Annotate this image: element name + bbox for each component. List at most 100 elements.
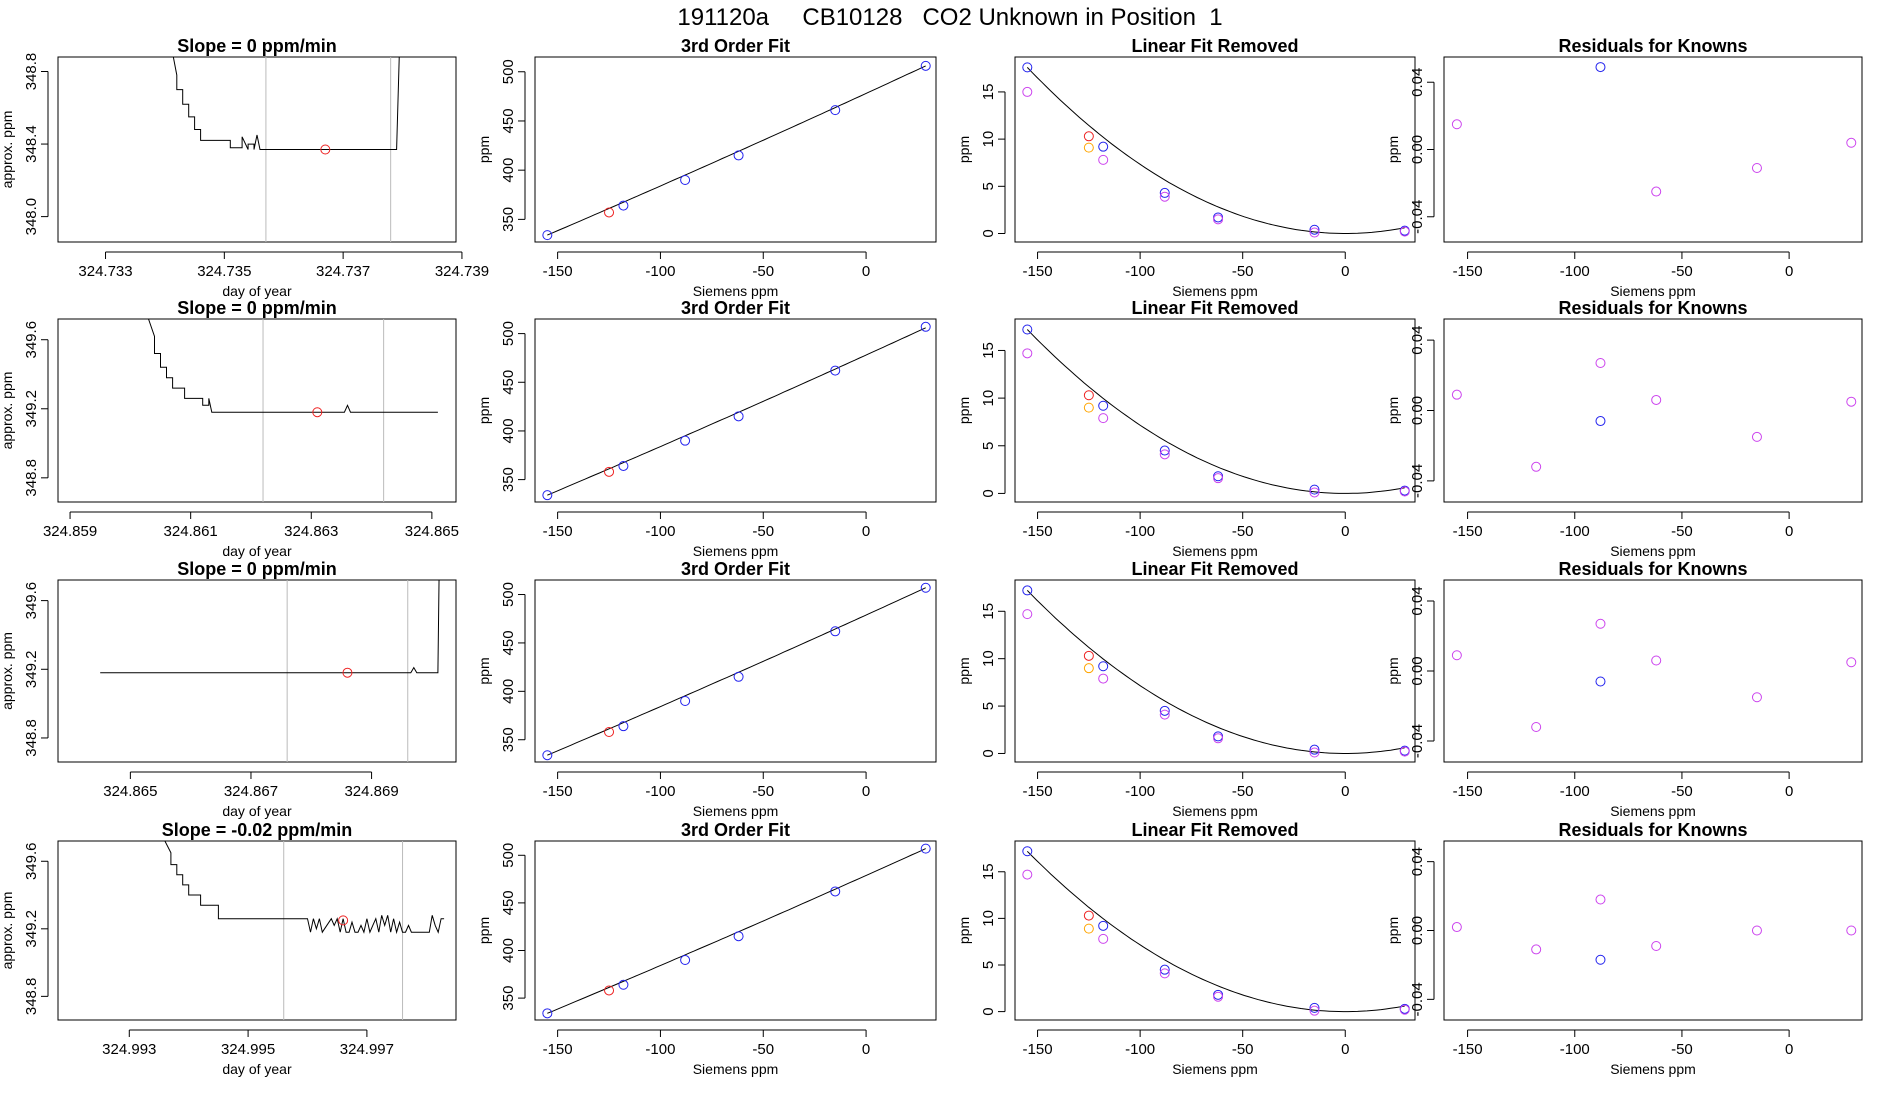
x-tick-label: 324.863 (284, 523, 338, 540)
y-tick-label: 348.8 (23, 719, 40, 757)
y-tick-label: 349.2 (23, 390, 40, 428)
y-tick-label: 0.00 (1409, 916, 1426, 945)
data-point (542, 750, 553, 761)
y-tick-label: -0.04 (1409, 982, 1426, 1016)
data-point (1595, 954, 1606, 965)
fit-curve (1026, 590, 1405, 754)
average-point (338, 915, 349, 926)
x-tick-label: -150 (543, 263, 573, 280)
data-point (1595, 894, 1606, 905)
y-tick-label: 10 (980, 131, 997, 148)
plot-area (172, 57, 400, 242)
data-point (1595, 357, 1606, 368)
series-line (164, 841, 445, 935)
x-axis-label: Siemens ppm (693, 543, 779, 559)
data-point (1595, 618, 1606, 629)
y-tick-label: 349.6 (23, 582, 40, 620)
data-point (1213, 212, 1224, 223)
plot-frame (1443, 579, 1863, 763)
x-tick-label: 0 (862, 783, 870, 800)
y-axis-label: ppm (1385, 397, 1401, 424)
y-axis-label: ppm (1385, 917, 1401, 944)
panel-r2c1: Slope = 0 ppm/min 324.859 324.861 324.863 32… (0, 298, 459, 559)
data-point (1309, 224, 1320, 235)
panel-title: Slope = 0 ppm/min (177, 36, 337, 56)
plot-area (1022, 585, 1410, 758)
panel-r1c3: Linear Fit Removed -150 -100 -50 0 Siemens pp… (956, 36, 1416, 299)
x-tick-label: -50 (1671, 523, 1693, 540)
data-point (1399, 486, 1410, 497)
y-tick-label: 15 (980, 342, 997, 359)
x-axis-label: Siemens ppm (1610, 803, 1696, 819)
x-tick-label: -100 (1560, 783, 1590, 800)
x-tick-label: 0 (1785, 783, 1793, 800)
plot-area (542, 321, 931, 501)
data-point (1751, 692, 1762, 703)
x-tick-label: 0 (1341, 263, 1349, 280)
x-tick-label: -150 (1453, 783, 1483, 800)
page-title: 191120a CB10128 CO2 Unknown in Position … (677, 4, 1223, 31)
data-point (1098, 141, 1109, 152)
x-tick-label: -100 (1560, 263, 1590, 280)
panel-r2c3: Linear Fit Removed -150 -100 -50 0 Siemens pp… (956, 298, 1416, 559)
panel-title: Slope = -0.02 ppm/min (162, 820, 353, 840)
data-point (1098, 661, 1109, 672)
data-point (1022, 609, 1033, 620)
plot-frame (534, 840, 937, 1021)
data-point (830, 365, 841, 376)
plot-area (542, 843, 931, 1019)
data-point (604, 207, 615, 218)
data-point (1083, 390, 1094, 401)
data-point (542, 1008, 553, 1019)
plot-area (1451, 357, 1857, 472)
data-point (1213, 991, 1224, 1002)
data-point (1451, 650, 1462, 661)
y-tick-label: 0.00 (1409, 656, 1426, 685)
x-tick-label: 0 (862, 1041, 870, 1058)
panel-r1c1: Slope = 0 ppm/min 324.733 324.735 324.737 32… (0, 36, 489, 299)
y-tick-label: 500 (500, 582, 517, 607)
data-point (1846, 396, 1857, 407)
panel-r3c4: Residuals for Knowns -150 -100 -50 0 Siemens … (1385, 559, 1863, 819)
data-point (604, 466, 615, 477)
y-tick-label: 500 (500, 59, 517, 84)
x-axis-label: day of year (222, 1061, 292, 1077)
plot-frame (1014, 579, 1416, 763)
data-point (1213, 214, 1224, 225)
y-tick-label: 5 (980, 702, 997, 710)
y-axis-label: ppm (1385, 657, 1401, 684)
x-tick-label: 0 (862, 523, 870, 540)
fit-curve (1026, 329, 1405, 494)
panel-title: Residuals for Knowns (1558, 820, 1747, 840)
x-tick-label: 324.993 (102, 1041, 156, 1058)
y-tick-label: 350 (500, 207, 517, 232)
y-tick-label: 0.04 (1409, 68, 1426, 97)
y-tick-label: 350 (500, 467, 517, 492)
data-point (1531, 722, 1542, 732)
y-tick-label: 0.00 (1409, 135, 1426, 164)
data-point (733, 931, 744, 942)
x-tick-label: -100 (1125, 523, 1155, 540)
data-point (1083, 923, 1094, 934)
x-tick-label: -50 (1671, 1041, 1693, 1058)
data-point (1098, 673, 1109, 684)
plot-area (1022, 846, 1410, 1016)
panel-r1c4: Residuals for Knowns -150 -100 -50 0 Siemens … (1385, 36, 1863, 299)
data-point (1083, 650, 1094, 661)
y-tick-label: 400 (500, 679, 517, 704)
y-tick-label: 450 (500, 890, 517, 915)
data-point (1022, 869, 1033, 880)
x-axis-label: Siemens ppm (1172, 1061, 1258, 1077)
data-point (1159, 187, 1170, 198)
data-point (920, 582, 931, 593)
x-tick-label: -100 (1560, 523, 1590, 540)
data-point (1159, 968, 1170, 979)
data-point (680, 955, 691, 966)
y-axis-label: approx. ppm (0, 111, 15, 189)
data-point (1213, 473, 1224, 484)
data-point (733, 411, 744, 422)
x-tick-label: 324.995 (221, 1041, 275, 1058)
y-tick-label: 0.00 (1409, 396, 1426, 425)
x-tick-label: -50 (752, 783, 774, 800)
x-tick-label: -50 (752, 523, 774, 540)
